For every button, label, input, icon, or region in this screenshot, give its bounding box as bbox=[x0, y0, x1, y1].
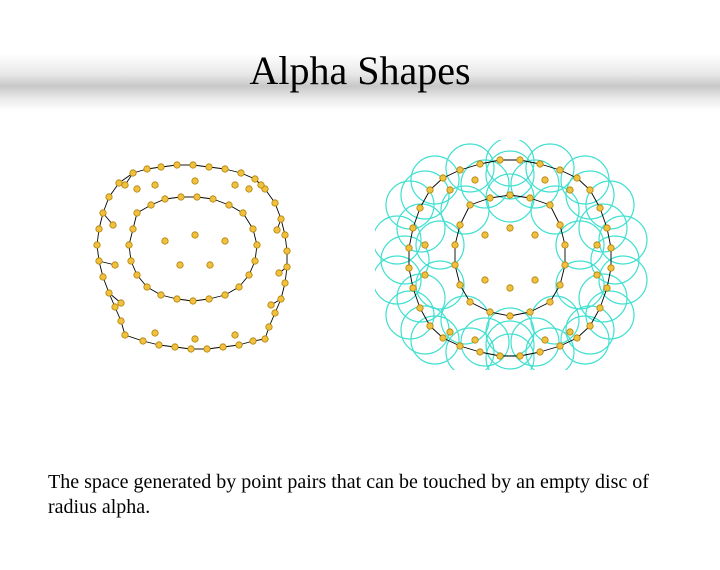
page-title: Alpha Shapes bbox=[249, 47, 470, 94]
alpha-shape-points-figure bbox=[65, 145, 325, 365]
alpha-shape-discs-figure bbox=[375, 140, 655, 370]
figures-row bbox=[0, 140, 720, 370]
title-bar: Alpha Shapes bbox=[0, 30, 720, 110]
caption-text: The space generated by point pairs that … bbox=[48, 470, 672, 520]
